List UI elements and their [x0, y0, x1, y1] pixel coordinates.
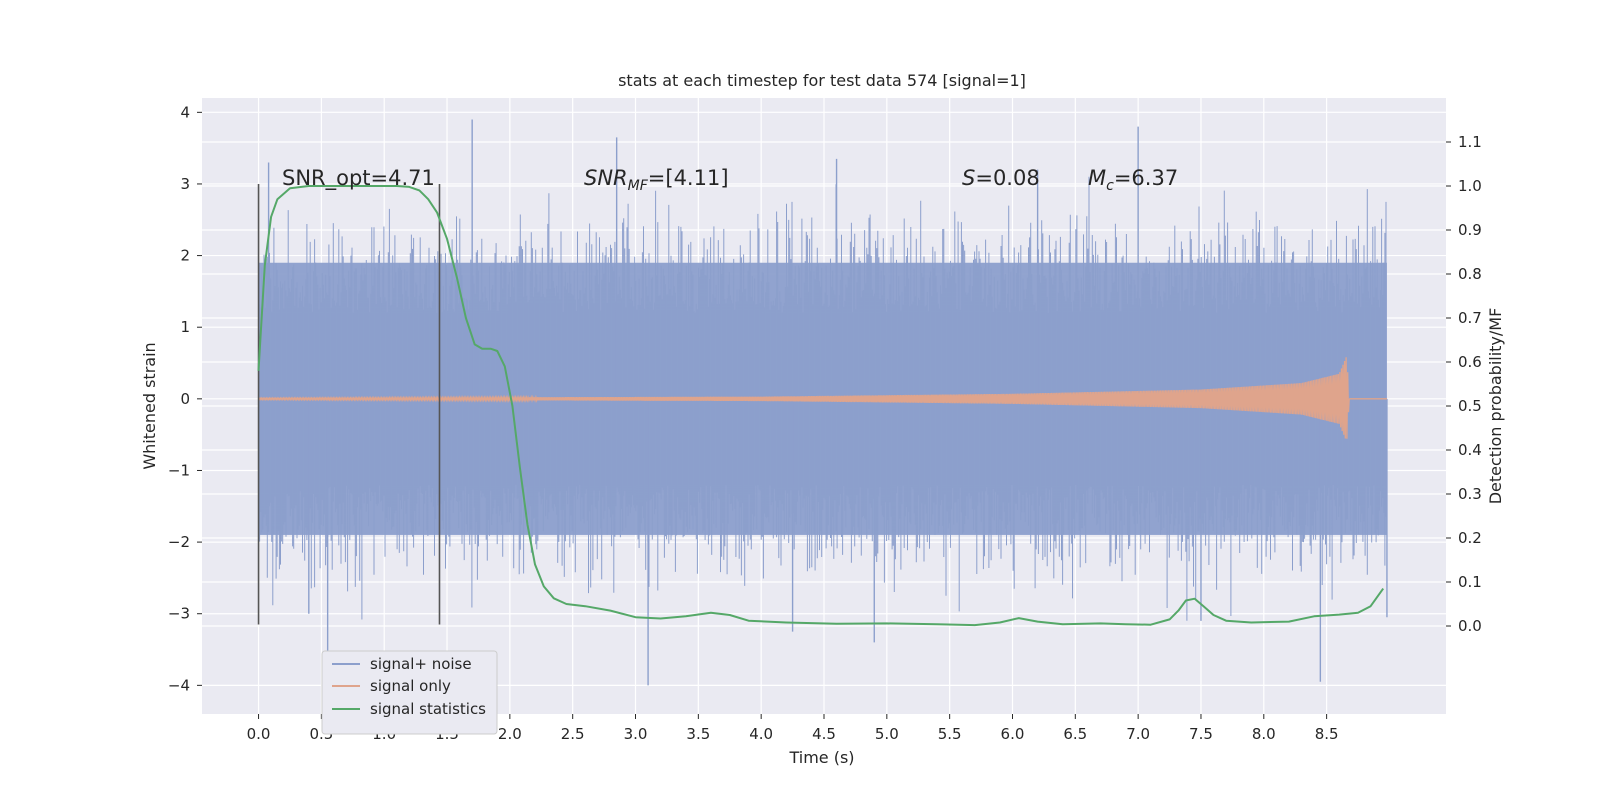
- x-tick-label-17: 8.5: [1315, 725, 1339, 743]
- annotation-mc-sub: c: [1106, 178, 1114, 194]
- annotation-snr-mf: SNRMF=[4.11]: [584, 166, 729, 194]
- x-tick-label-4: 2.0: [498, 725, 522, 743]
- y-right-tick-label-2: 0.9: [1458, 221, 1482, 239]
- annotation-mc-main: M: [1088, 166, 1106, 190]
- y-right-tick-label-0: 1.1: [1458, 133, 1482, 151]
- x-tick-label-8: 4.0: [749, 725, 773, 743]
- annotation-snr-mf-main: SNR: [584, 166, 628, 190]
- y-axis-label-right: Detection probability/MF: [1486, 308, 1505, 505]
- x-tick-label-6: 3.0: [624, 725, 648, 743]
- x-tick-label-10: 5.0: [875, 725, 899, 743]
- x-tick-label-12: 6.0: [1001, 725, 1025, 743]
- annotation-snr-mf-value: =[4.11]: [648, 166, 729, 190]
- x-tick-label-11: 5.5: [938, 725, 962, 743]
- x-tick-label-9: 4.5: [812, 725, 836, 743]
- series-signal-statistics: [257, 185, 1385, 627]
- series-signal-only: [257, 357, 1387, 439]
- window-markers: [257, 183, 441, 625]
- annotation-snr-mf-sub: MF: [628, 178, 649, 194]
- y-right-tick-label-9: 0.2: [1458, 529, 1482, 547]
- x-tick-label-5: 2.5: [561, 725, 585, 743]
- y-right-tick-label-8: 0.3: [1458, 485, 1482, 503]
- legend-label-signal-only: signal only: [370, 677, 451, 695]
- y-left-tick-label-1: 3: [180, 175, 190, 193]
- y-right-tick-label-5: 0.6: [1458, 353, 1482, 371]
- y-left-tick-label-7: −3: [168, 605, 190, 623]
- y-left-tick-label-5: −1: [168, 461, 190, 479]
- x-tick-label-0: 0.0: [247, 725, 271, 743]
- x-tick-label-7: 3.5: [686, 725, 710, 743]
- annotation-snr-opt: SNR_opt=4.71: [282, 166, 435, 191]
- annotation-s-symbol: S: [962, 166, 975, 190]
- x-tick-label-15: 7.5: [1189, 725, 1213, 743]
- y-left-tick-label-0: 4: [180, 103, 190, 121]
- x-axis-label: Time (s): [788, 748, 854, 767]
- y-axis-label-left: Whitened strain: [140, 342, 159, 469]
- y-right-tick-label-7: 0.4: [1458, 441, 1482, 459]
- y-left-tick-label-2: 2: [180, 247, 190, 265]
- y-right-tick-label-3: 0.8: [1458, 265, 1482, 283]
- legend-label-signal-noise: signal+ noise: [370, 655, 472, 673]
- annotation-s-value: =0.08: [975, 166, 1039, 190]
- right-axis-ticks: 1.1 1.0 0.9 0.8 0.7 0.6 0.5 0.4 0.3 0.2 0.1 0.0: [1446, 133, 1482, 635]
- signal-only-trace: [257, 357, 1350, 439]
- y-left-tick-label-8: −4: [168, 676, 190, 694]
- y-right-tick-label-6: 0.5: [1458, 397, 1482, 415]
- y-right-tick-label-10: 0.1: [1458, 573, 1482, 591]
- legend-label-signal-statistics: signal statistics: [370, 700, 486, 718]
- annotation-mc: Mc=6.37: [1088, 166, 1178, 194]
- y-right-tick-label-11: 0.0: [1458, 617, 1482, 635]
- y-left-tick-label-6: −2: [168, 533, 190, 551]
- left-axis-ticks: 4 3 2 1 0 −1 −2 −3 −4: [168, 103, 202, 694]
- x-tick-label-16: 8.0: [1252, 725, 1276, 743]
- y-right-tick-label-1: 1.0: [1458, 177, 1482, 195]
- annotation-s: S=0.08: [962, 166, 1040, 190]
- y-left-tick-label-3: 1: [180, 318, 190, 336]
- y-left-tick-label-4: 0: [180, 390, 190, 408]
- y-right-tick-label-4: 0.7: [1458, 309, 1482, 327]
- x-tick-label-13: 6.5: [1063, 725, 1087, 743]
- legend-box: [321, 650, 498, 735]
- legend: signal+ noise signal only signal statist…: [321, 650, 498, 735]
- annotation-mc-value: =6.37: [1114, 166, 1178, 190]
- chart-title: stats at each timestep for test data 574…: [618, 71, 1026, 90]
- signal-statistics-line: [257, 185, 1385, 627]
- x-tick-label-14: 7.0: [1126, 725, 1150, 743]
